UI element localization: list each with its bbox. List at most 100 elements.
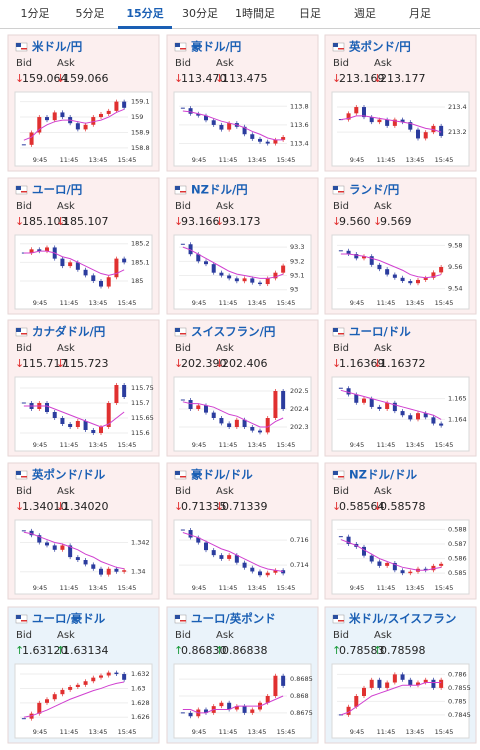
bid-arrow: ↓ xyxy=(15,500,24,513)
y-tick-label: 0.586 xyxy=(448,555,467,563)
candle xyxy=(180,399,185,401)
tab[interactable]: 30分足 xyxy=(173,0,227,28)
y-tick-label: 1.165 xyxy=(448,395,467,403)
candle xyxy=(258,282,262,285)
tab-area[interactable] xyxy=(118,0,172,28)
ask-value: 0.86838 xyxy=(222,644,268,657)
candle xyxy=(52,545,57,550)
candle xyxy=(258,430,262,433)
moving-average-line xyxy=(23,108,125,141)
candle xyxy=(219,555,224,559)
card-title[interactable]: 英ポンド/円 xyxy=(348,40,411,54)
candle xyxy=(369,555,374,562)
candle xyxy=(242,419,247,427)
candle xyxy=(258,571,262,576)
tab-area[interactable] xyxy=(338,0,392,28)
tab-label[interactable]: 30分足 xyxy=(182,7,218,20)
x-tick-label: 11:45 xyxy=(60,584,79,592)
candle xyxy=(242,278,247,282)
x-tick-label: 11:45 xyxy=(60,156,79,164)
tab-area[interactable] xyxy=(8,0,62,28)
tab-label[interactable]: 1分足 xyxy=(21,7,50,20)
candle xyxy=(60,545,65,550)
flag-icon-part xyxy=(338,620,344,622)
card-title[interactable]: NZドル/円 xyxy=(191,183,248,197)
card-title[interactable]: 豪ドル/円 xyxy=(191,40,241,54)
x-tick-label: 11:45 xyxy=(219,441,238,449)
card-title[interactable]: ユーロ/豪ドル xyxy=(32,612,106,626)
tab-label[interactable]: 日足 xyxy=(299,7,321,20)
ask-label: Ask xyxy=(216,630,234,641)
moving-average-line xyxy=(23,531,125,570)
tab[interactable]: 1分足 xyxy=(8,0,62,28)
card-title[interactable]: ユーロ/英ポンド xyxy=(191,612,276,626)
moving-average-line xyxy=(340,539,442,571)
card-title[interactable]: NZドル/ドル xyxy=(349,468,418,482)
y-tick-label: 93.2 xyxy=(290,257,304,265)
flag-icon-part xyxy=(338,191,344,193)
candle xyxy=(281,675,286,686)
candle xyxy=(21,530,26,532)
candle xyxy=(234,419,239,427)
chart-box xyxy=(14,234,153,310)
chart-box xyxy=(14,519,153,595)
tab-label[interactable]: 15分足 xyxy=(126,6,164,20)
card-title[interactable]: カナダドル/円 xyxy=(32,325,105,339)
x-tick-label: 11:45 xyxy=(377,584,396,592)
candle xyxy=(75,421,80,427)
tab[interactable]: 15分足 xyxy=(118,0,172,29)
tab[interactable]: 月足 xyxy=(393,0,447,28)
card-title[interactable]: ランド/円 xyxy=(349,183,399,197)
tab-label[interactable]: 5分足 xyxy=(76,7,105,20)
card-title[interactable]: ユーロ/ドル xyxy=(349,325,411,339)
card-title[interactable]: 英ポンド/ドル xyxy=(31,468,106,482)
tab-label[interactable]: 週足 xyxy=(354,7,376,20)
card-title[interactable]: 豪ドル/ドル xyxy=(191,468,253,482)
tab-area[interactable] xyxy=(173,0,227,28)
tab-label[interactable]: 月足 xyxy=(409,7,431,20)
ask-value: 113.475 xyxy=(222,72,268,85)
tab-area[interactable] xyxy=(393,0,447,28)
tab[interactable]: 5分足 xyxy=(63,0,117,28)
card-title[interactable]: スイスフラン/円 xyxy=(191,325,275,339)
chart-box xyxy=(14,376,153,452)
tab[interactable]: 1時間足 xyxy=(228,0,282,28)
ask-value: 1.63134 xyxy=(63,644,109,657)
y-tick-label: 113.6 xyxy=(290,121,309,129)
x-tick-label: 9:45 xyxy=(33,728,48,736)
card-title[interactable]: ユーロ/円 xyxy=(32,183,82,197)
candle xyxy=(83,124,88,130)
bid-label: Bid xyxy=(16,486,32,497)
tab-area[interactable] xyxy=(63,0,117,28)
tab[interactable]: 日足 xyxy=(283,0,337,28)
candle xyxy=(281,391,286,409)
candle xyxy=(211,412,216,418)
candle xyxy=(21,402,26,404)
tab-label[interactable]: 1時間足 xyxy=(235,7,275,20)
y-tick-label: 0.786 xyxy=(448,670,467,678)
x-tick-label: 13:45 xyxy=(406,441,425,449)
bid-arrow: ↓ xyxy=(174,500,183,513)
tab-area[interactable] xyxy=(283,0,337,28)
card-title[interactable]: 米ドル/スイスフラン xyxy=(348,612,456,626)
card-title[interactable]: 米ドル/円 xyxy=(31,40,82,54)
tab[interactable]: 週足 xyxy=(338,0,392,28)
chart-box xyxy=(331,234,470,310)
bid-value: 1.34010 xyxy=(22,500,68,513)
tab-area[interactable] xyxy=(228,0,282,28)
